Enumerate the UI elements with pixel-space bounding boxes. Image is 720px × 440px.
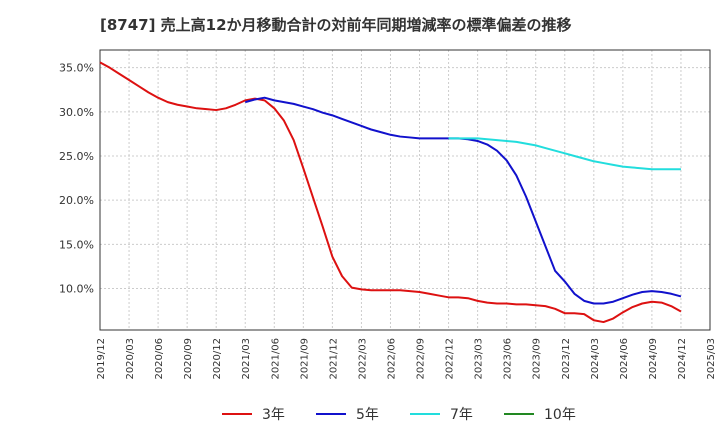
series-lines	[99, 61, 682, 324]
x-tick-label: 2020/09	[183, 338, 194, 380]
x-tick-label: 2020/12	[212, 338, 223, 380]
x-tick-label: 2020/03	[125, 338, 136, 380]
x-tick-label: 2020/06	[154, 338, 165, 380]
chart-title: [8747] 売上高12か月移動合計の対前年同期増減率の標準偏差の推移	[100, 16, 572, 34]
x-tick-label: 2024/12	[677, 338, 688, 380]
x-tick-label: 2019/12	[96, 338, 107, 380]
series-line-1	[99, 61, 682, 324]
y-tick-label: 20.0%	[59, 194, 94, 207]
y-tick-label: 15.0%	[59, 238, 94, 251]
x-tick-label: 2023/09	[532, 338, 543, 380]
x-tick-label: 2022/03	[357, 338, 368, 380]
x-tick-label: 2025/03	[706, 338, 717, 380]
series-line-2	[244, 96, 682, 305]
legend-label-1: 3年	[262, 407, 285, 423]
x-tick-label: 2022/12	[445, 338, 456, 380]
x-tick-label: 2023/12	[561, 338, 572, 380]
x-tick-label: 2021/12	[328, 338, 339, 380]
x-tick-label: 2024/03	[590, 338, 601, 380]
legend-label-3: 7年	[450, 407, 473, 423]
y-tick-label: 25.0%	[59, 150, 94, 163]
x-tick-label: 2021/03	[241, 338, 252, 380]
x-tick-label: 2023/03	[474, 338, 485, 380]
y-tick-label: 30.0%	[59, 106, 94, 119]
y-tick-label: 10.0%	[59, 282, 94, 295]
x-tick-label: 2021/06	[270, 338, 281, 380]
legend: 3年 5年 7年 10年	[222, 407, 576, 423]
x-tick-label: 2024/06	[619, 338, 630, 380]
y-tick-label: 35.0%	[59, 62, 94, 75]
plot-area-frame	[99, 49, 711, 331]
grid-lines	[99, 50, 711, 330]
y-axis-ticks: 10.0% 15.0% 20.0% 25.0% 30.0% 35.0%	[59, 62, 94, 296]
x-tick-label: 2022/06	[386, 338, 397, 380]
x-tick-label: 2022/09	[416, 338, 427, 380]
legend-label-2: 5年	[356, 407, 379, 423]
x-tick-label: 2024/09	[648, 338, 659, 380]
legend-label-4: 10年	[544, 407, 576, 423]
x-tick-label: 2023/06	[503, 338, 514, 380]
x-axis-ticks: 2019/12 2020/03 2020/06 2020/09 2020/12 2021/…	[96, 338, 717, 380]
x-tick-label: 2021/09	[299, 338, 310, 380]
series-line-3	[448, 137, 681, 171]
